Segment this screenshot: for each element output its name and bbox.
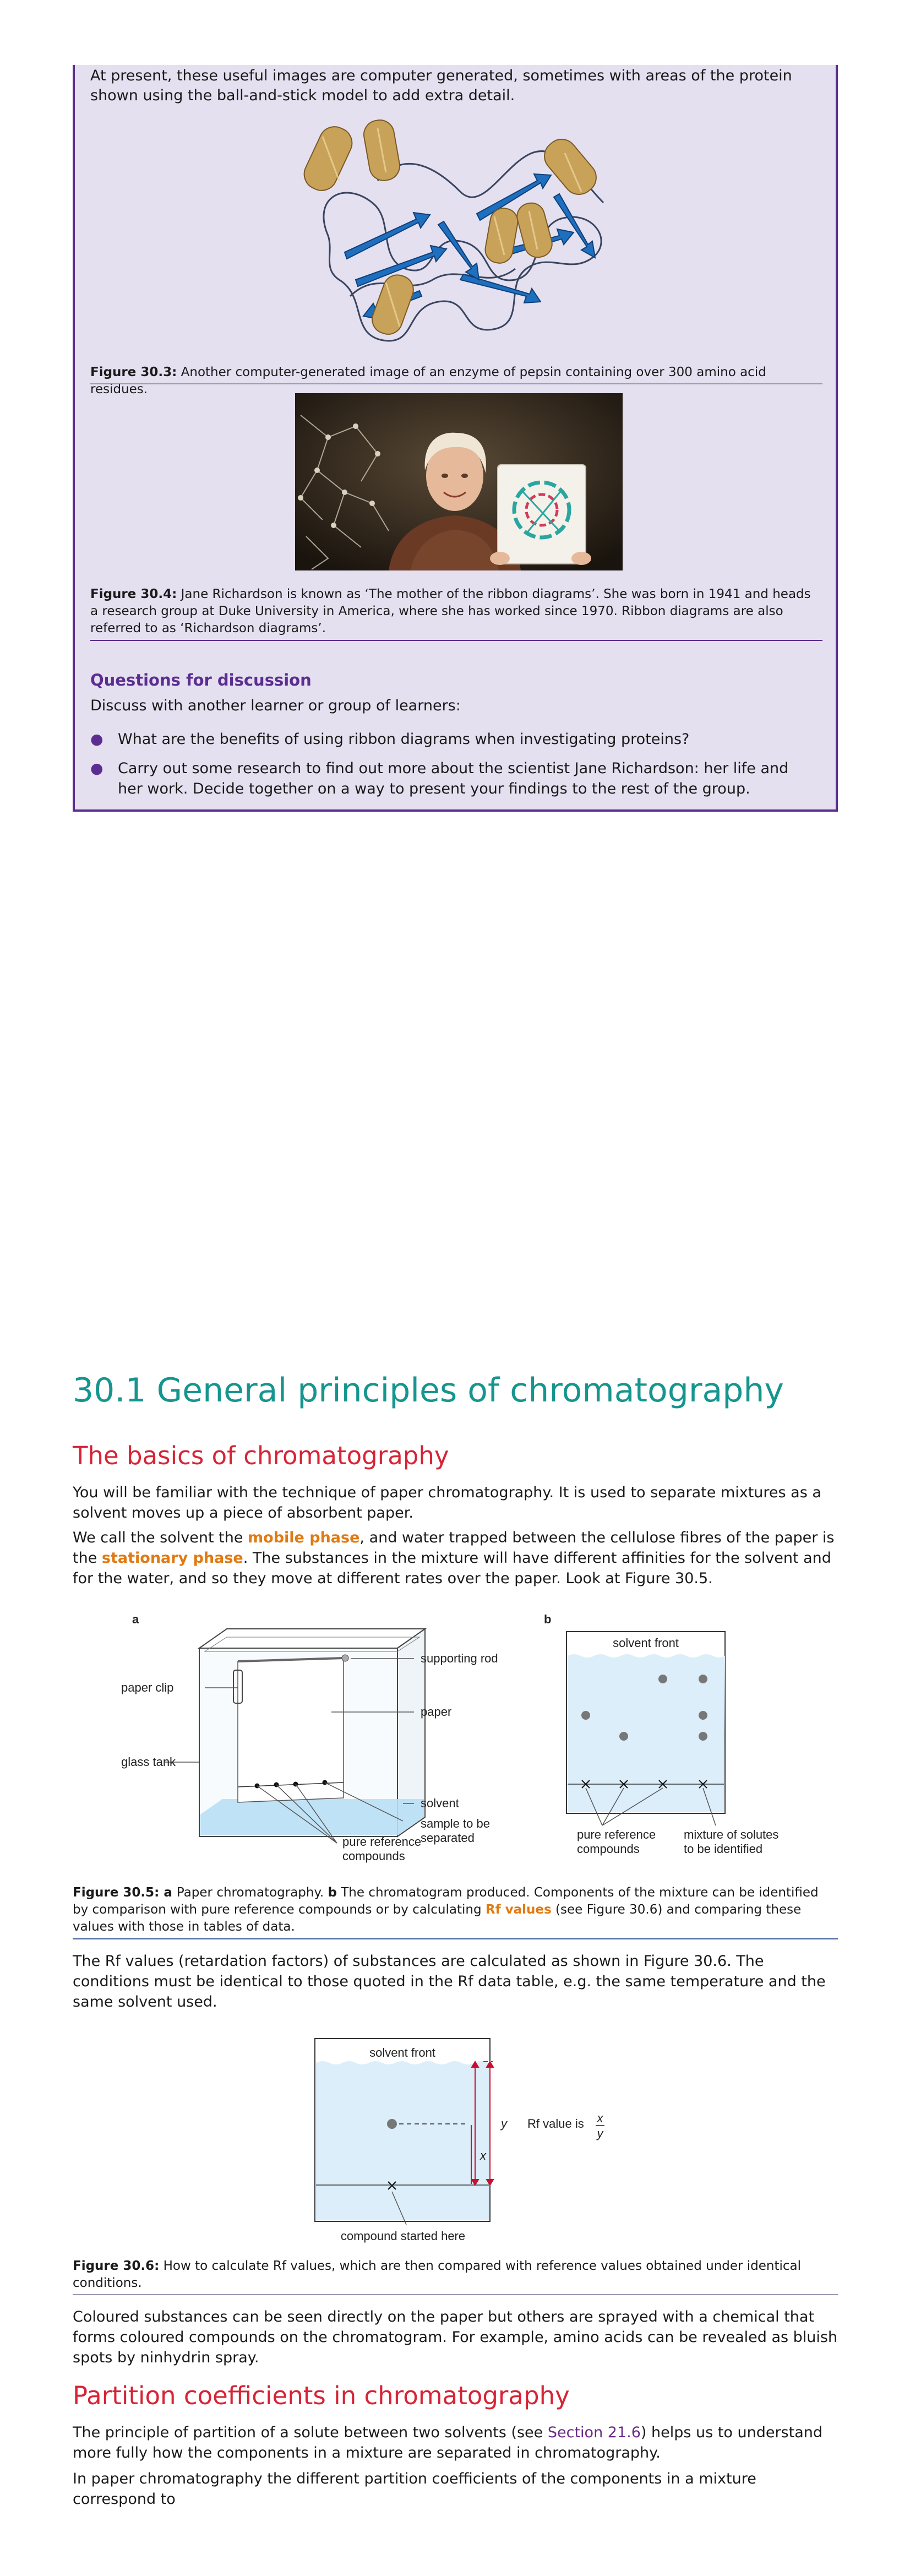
question-item: ● What are the benefits of using ribbon d… (90, 729, 817, 749)
figure-30-6-caption: Figure 30.6: How to calculate Rf values,… (73, 2258, 838, 2292)
label-sample-line1: sample to be (421, 1817, 490, 1830)
paragraph-paper-chromatography: In paper chromatography the different pa… (73, 2470, 756, 2508)
glass-tank-drawing (197, 1628, 427, 1838)
label-fraction-denominator: y (596, 2127, 604, 2140)
label-paper-clip: paper clip (121, 1681, 173, 1694)
label-pure-ref-b-line1: pure reference (577, 1828, 656, 1841)
paragraph-phases: We call the solvent the mobile phase, an… (73, 1529, 835, 1587)
figure-30-6-diagram: solvent front y x Rf value is x y compou… (314, 2038, 604, 2243)
figure-30-5-diagram: a supporting rod paper clip paper glass … (121, 1612, 778, 1863)
bullet-icon: ● (90, 731, 103, 748)
paragraph-partition: The principle of partition of a solute b… (73, 2424, 822, 2461)
question-item: ● Carry out some research to find out mor… (90, 758, 817, 799)
label-solvent-front-b: solvent front (613, 1636, 679, 1650)
questions-title: Questions for discussion (90, 671, 312, 689)
basics-heading: The basics of chromatography (73, 1441, 449, 1470)
figure-30-3-caption: Figure 30.3: Another computer-generated … (90, 364, 822, 398)
label-pure-ref-line2: compounds (342, 1849, 405, 1863)
box-intro-text: At present, these useful images are comp… (90, 67, 792, 104)
paragraph-intro: You will be familiar with the technique … (73, 1484, 821, 1521)
label-supporting-rod: supporting rod (421, 1651, 498, 1665)
questions-intro: Discuss with another learner or group of… (90, 697, 461, 714)
figure-30-4-caption: Figure 30.4: Jane Richardson is known as… (90, 586, 822, 637)
label-pure-ref-line1: pure reference (342, 1835, 421, 1849)
figure-30-6-label: Figure 30.6: (73, 2259, 160, 2273)
label-pure-ref-b-line2: compounds (577, 1842, 640, 1856)
label-glass-tank: glass tank (121, 1755, 176, 1769)
case-study-box: At present, these useful images are comp… (73, 65, 838, 812)
label-rf-value: Rf value is (527, 2117, 584, 2131)
section-21-6-link[interactable]: Section 21.6 (547, 2424, 641, 2441)
label-solvent-front-6: solvent front (369, 2046, 435, 2059)
caption-divider (73, 2294, 838, 2295)
chromatogram-drawing (566, 1631, 726, 1814)
keyword-stationary-phase: stationary phase (101, 1550, 243, 1567)
pepsin-ribbon-image (303, 119, 604, 342)
figure-30-3-text: Another computer-generated image of an e… (90, 365, 766, 396)
questions-list: ● What are the benefits of using ribbon d… (90, 729, 817, 808)
label-compound-started: compound started here (341, 2229, 465, 2243)
figure-30-5-caption: Figure 30.5: a Paper chromatography. b T… (73, 1885, 819, 1934)
section-title: 30.1 General principles of chromatograph… (73, 1371, 784, 1410)
bullet-icon: ● (90, 760, 103, 777)
label-sample-line2: separated (421, 1831, 475, 1845)
figure-30-4-label: Figure 30.4: (90, 587, 177, 601)
paragraph-coloured-substances: Coloured substances can be seen directly… (73, 2308, 838, 2366)
label-fraction-numerator: x (597, 2111, 604, 2125)
jane-richardson-photo (295, 393, 623, 570)
keyword-rf-values: Rf values (485, 1903, 552, 1917)
label-solvent: solvent (421, 1796, 459, 1810)
caption-divider (73, 1938, 838, 1939)
label-x: x (479, 2149, 487, 2162)
question-text: What are the benefits of using ribbon di… (118, 731, 690, 748)
keyword-mobile-phase: mobile phase (248, 1529, 360, 1546)
label-mixture-line2: to be identified (684, 1842, 762, 1856)
box-section-divider (90, 640, 822, 641)
figure-30-4-text: Jane Richardson is known as ‘The mother … (90, 587, 811, 635)
paragraph-rf-values: The Rf values (retardation factors) of s… (73, 1953, 826, 2010)
partition-heading: Partition coefficients in chromatography (73, 2381, 570, 2410)
figure-30-6-text: How to calculate Rf values, which are th… (73, 2259, 802, 2290)
spot-marker (387, 2119, 397, 2129)
figure-b-label: b (544, 1612, 551, 1626)
figure-30-5-label: Figure 30.5: (73, 1885, 160, 1900)
question-text: Carry out some research to find out more… (118, 760, 789, 797)
label-y: y (500, 2117, 508, 2131)
figure-30-3-label: Figure 30.3: (90, 365, 177, 379)
label-paper: paper (421, 1705, 451, 1719)
figure-a-label: a (132, 1612, 139, 1626)
label-mixture-line1: mixture of solutes (684, 1828, 778, 1841)
caption-divider (90, 383, 822, 384)
